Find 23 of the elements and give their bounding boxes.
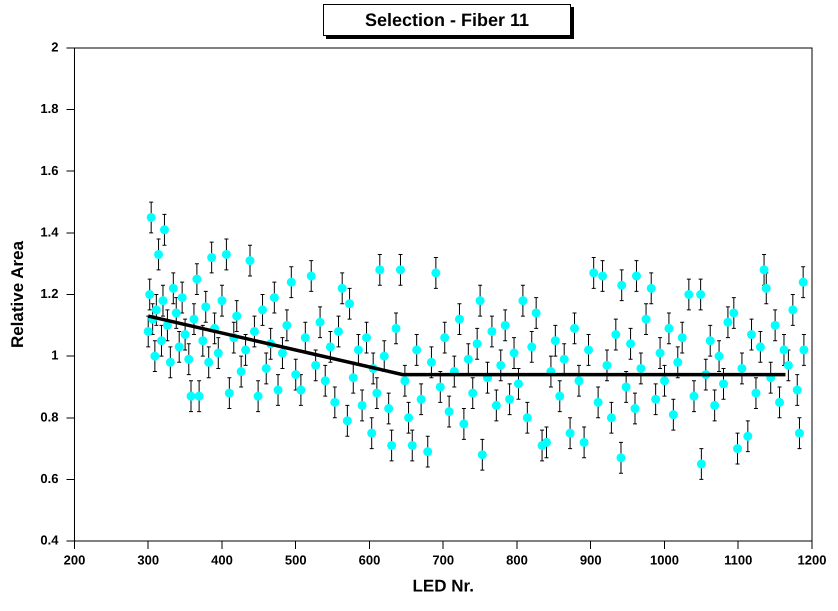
- x-tick-label: 400: [211, 552, 233, 568]
- y-tick-label: 1.6: [40, 162, 58, 178]
- y-tick-label: 0.8: [40, 409, 58, 424]
- y-tick-label: 0.6: [40, 470, 58, 486]
- x-tick-label: 700: [432, 552, 454, 568]
- x-tick-label: 1100: [724, 552, 752, 568]
- y-tick-label: 2: [51, 40, 58, 55]
- chart-title: Selection - Fiber 11: [323, 4, 571, 36]
- x-axis-title: LED Nr.: [412, 576, 474, 596]
- y-tick-label: 0.4: [40, 532, 60, 548]
- y-tick-label: 1.2: [40, 286, 58, 302]
- x-tick-label: 500: [284, 552, 307, 568]
- x-tick-label: 600: [358, 552, 380, 568]
- x-tick-label: 1200: [798, 552, 826, 568]
- x-tick-label: 800: [506, 552, 528, 568]
- y-tick-label: 1.8: [40, 101, 58, 116]
- x-tick-label: 900: [580, 552, 602, 568]
- x-tick-label: 1000: [650, 552, 679, 568]
- x-tick-label: 200: [64, 552, 86, 568]
- y-tick-label: 1: [51, 348, 58, 363]
- x-tick-label: 300: [137, 552, 160, 568]
- y-tick-label: 1.4: [40, 224, 60, 240]
- y-axis-title: Relative Area: [8, 240, 27, 348]
